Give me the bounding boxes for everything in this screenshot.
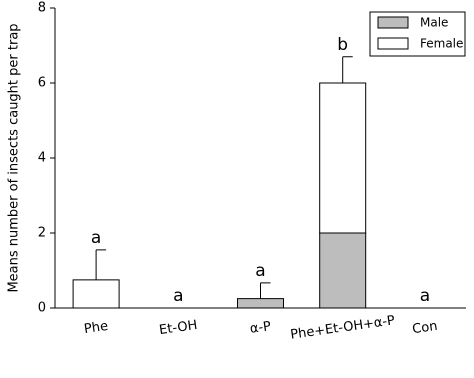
x-tick-label: Phe [83, 319, 109, 337]
significance-letter: a [255, 261, 265, 281]
bar-segment [237, 298, 284, 309]
y-tick-label: 0 [38, 301, 46, 316]
significance-letter: a [420, 286, 430, 306]
bar-segment [319, 232, 367, 309]
significance-letter: a [173, 286, 183, 306]
significance-letter: b [337, 35, 348, 55]
x-tick-label: Et-OH [158, 318, 198, 338]
x-tick-label: Con [411, 319, 438, 337]
bar-segment [72, 279, 120, 309]
y-tick-label: 2 [38, 226, 46, 241]
y-tick-label: 6 [38, 76, 46, 91]
legend-swatch [377, 37, 409, 50]
x-tick-label: α-P [249, 319, 272, 337]
y-axis-label: Means number of insects caught per trap [7, 23, 22, 292]
significance-letter: a [91, 228, 101, 248]
legend-swatch [377, 16, 409, 29]
x-tick-label: Phe+Et-OH+α-P [289, 313, 396, 343]
legend-label: Female [420, 37, 463, 51]
y-tick-label: 8 [38, 1, 46, 16]
bar-segment [319, 82, 367, 234]
legend-label: Male [420, 16, 448, 30]
y-tick-label: 4 [38, 151, 46, 166]
